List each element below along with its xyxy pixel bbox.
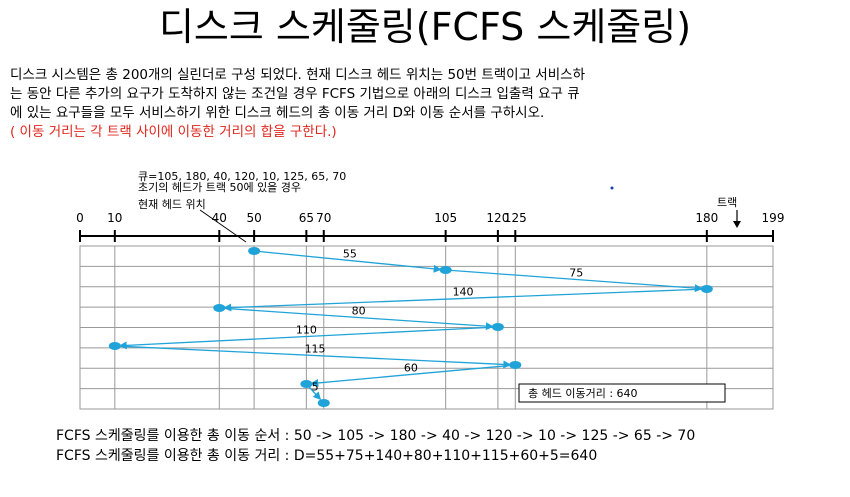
tick-label: 65 (299, 211, 314, 225)
path-segment (118, 326, 498, 350)
tick-label: 0 (76, 211, 84, 225)
problem-line: 디스크 시스템은 총 200개의 실린더로 구성 되었다. 현재 디스크 헤드 … (10, 67, 585, 83)
distance-label: 110 (296, 324, 317, 337)
initial-head-label: 초기의 헤드가 트랙 50에 있을 경우 (138, 181, 301, 194)
stray-dot (610, 186, 614, 190)
problem-note: ( 이동 거리는 각 트랙 사이에 이동한 거리의 합을 구한다.) (10, 124, 337, 140)
track-label: 트랙 (717, 196, 737, 209)
tick-marks (79, 230, 774, 242)
problem-line: 는 동안 다른 추가의 요구가 도착하지 않는 조건일 경우 FCFS 기법으로… (10, 86, 580, 102)
head-path (108, 247, 713, 407)
distance-label: 55 (343, 248, 357, 261)
total-distance-label: 총 헤드 이동거리 : 640 (528, 387, 638, 400)
track-point (700, 285, 713, 293)
tick-label: 125 (504, 211, 527, 225)
tick-label: 70 (316, 211, 331, 225)
distance-label: 5 (312, 381, 319, 394)
track-point (317, 399, 330, 407)
grid-lines (80, 246, 773, 409)
total-distance-box (518, 383, 726, 403)
tick-label: 120 (486, 211, 509, 225)
distance-line: FCFS 스케줄링를 이용한 총 이동 거리 : D=55+75+140+80+… (56, 448, 598, 464)
path-segment (223, 288, 707, 312)
track-point (509, 361, 522, 369)
tick-label: 199 (762, 211, 785, 225)
distance-labels: 55 75 140 80 110 115 60 5 (296, 248, 583, 394)
tick-label: 180 (695, 211, 718, 225)
page-title: 디스크 스케줄링(FCFS 스케줄링) (158, 5, 692, 49)
tick-label: 105 (434, 211, 457, 225)
track-point (213, 304, 226, 312)
distance-label: 80 (352, 305, 366, 318)
queue-label: 큐=105, 180, 40, 120, 10, 125, 65, 70 (138, 170, 346, 183)
path-segment (219, 307, 494, 331)
path-segment (254, 250, 442, 273)
path-segment (114, 345, 512, 369)
path-segment (310, 364, 516, 387)
track-point (439, 266, 452, 274)
distance-label: 115 (305, 343, 326, 356)
tick-label: 50 (246, 211, 261, 225)
path-segment (445, 269, 703, 293)
problem-line: 에 있는 요구들을 모두 서비스하기 위한 디스크 헤드의 총 이동 거리 D와… (10, 105, 545, 121)
current-head-label: 현재 헤드 위치 (138, 198, 206, 211)
footer-summary: FCFS 스케줄링를 이용한 총 이동 순서 : 50 -> 105 -> 18… (56, 426, 695, 466)
distance-label: 60 (404, 362, 418, 375)
track-point (491, 323, 504, 331)
order-line: FCFS 스케줄링를 이용한 총 이동 순서 : 50 -> 105 -> 18… (56, 428, 696, 444)
track-pointer-arrow (733, 221, 741, 228)
distance-label: 140 (453, 286, 474, 299)
distance-label: 75 (569, 267, 583, 280)
track-point (248, 247, 261, 255)
track-point (300, 380, 313, 388)
track-point (108, 342, 121, 350)
problem-statement: 디스크 시스템은 총 200개의 실린더로 구성 되었다. 현재 디스크 헤드 … (10, 66, 845, 142)
tick-label: 10 (107, 211, 122, 225)
tick-label: 40 (212, 211, 227, 225)
